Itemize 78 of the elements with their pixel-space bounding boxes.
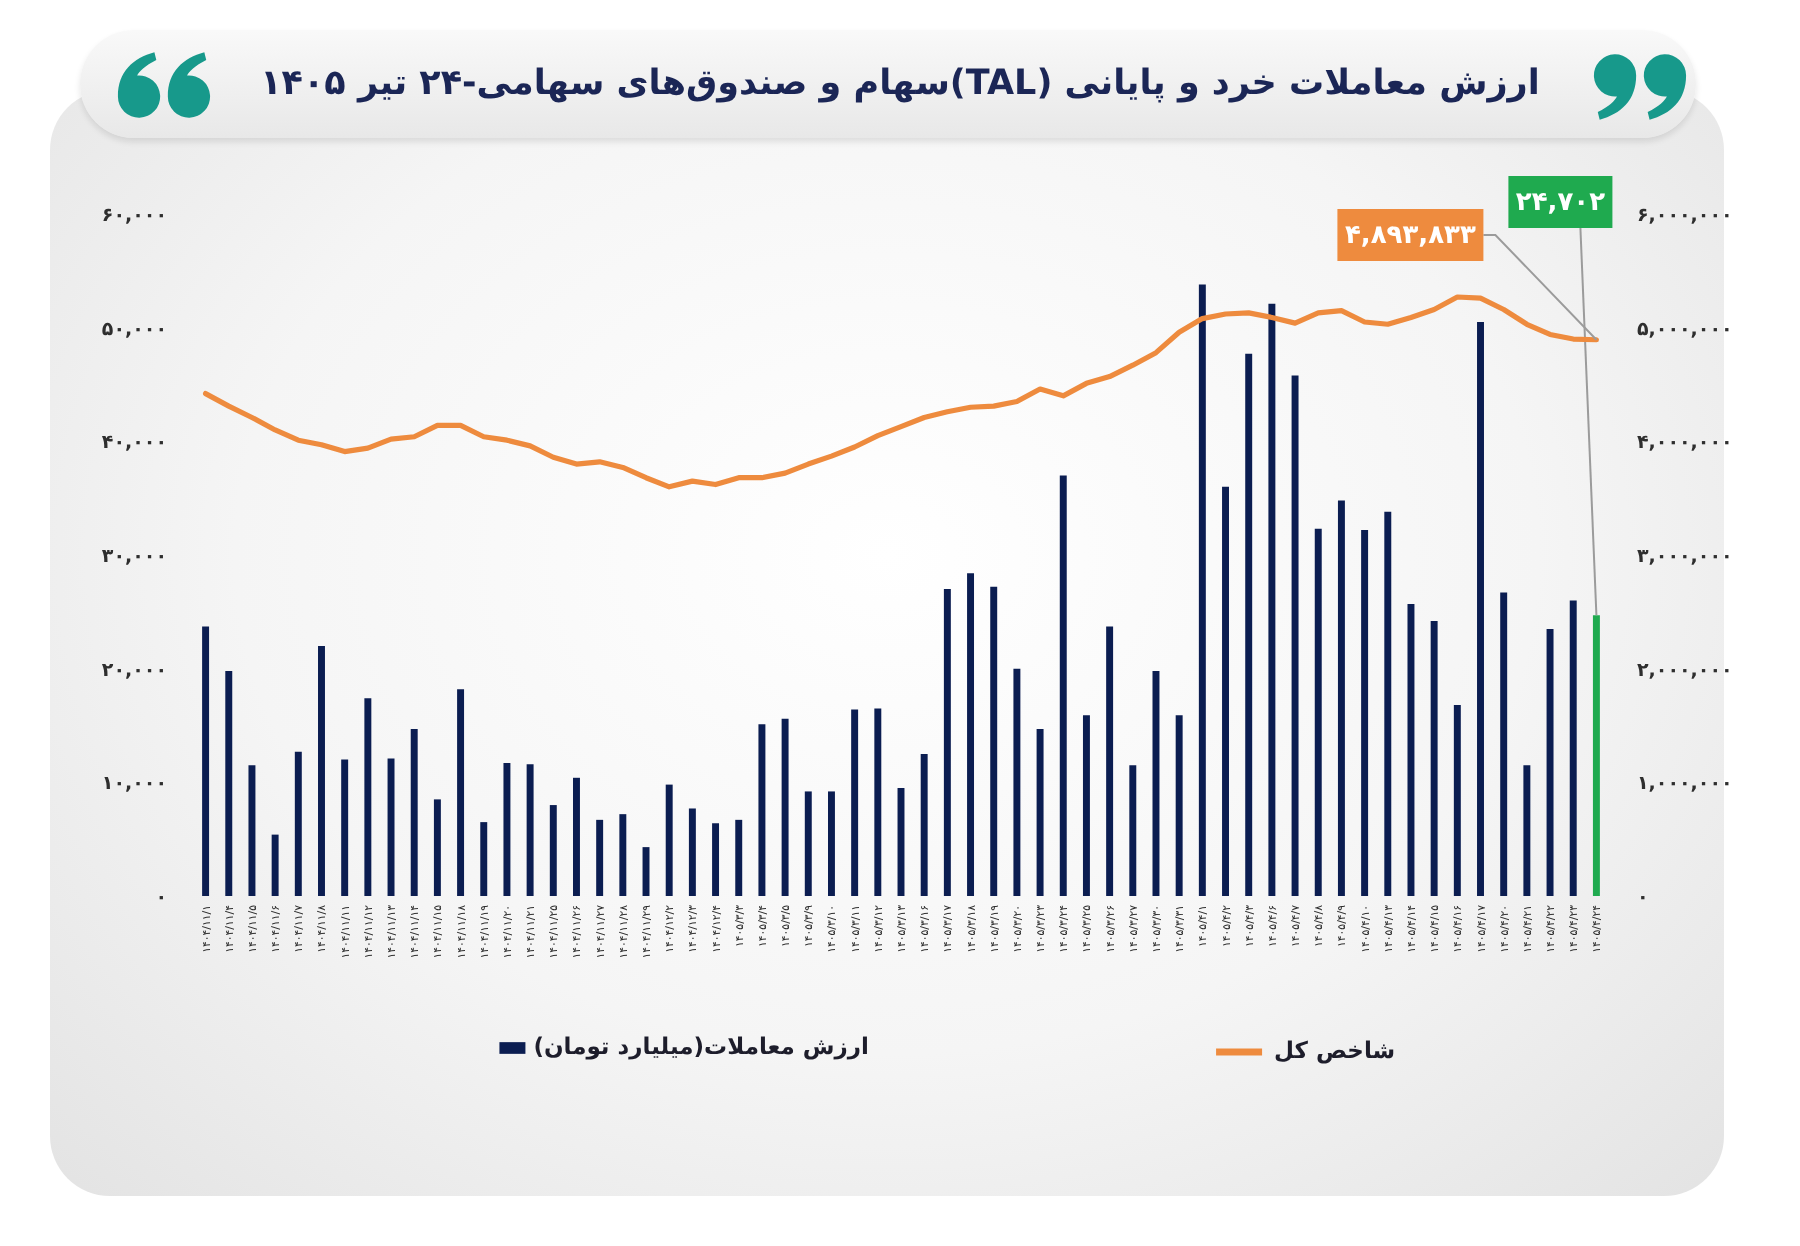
bar	[1453, 705, 1461, 896]
bar	[503, 763, 511, 896]
bar	[1361, 529, 1369, 896]
bar	[688, 808, 696, 896]
bar	[248, 765, 256, 896]
data-label: ۴,۸۹۳,۸۳۳	[1344, 221, 1476, 251]
bar	[318, 645, 325, 896]
bar	[967, 573, 975, 896]
y-tick-label: ۶۰,۰۰۰	[101, 205, 167, 227]
bar	[665, 784, 673, 896]
bar	[827, 791, 835, 896]
bar	[1129, 765, 1137, 896]
legend-label: ارزش معاملات(میلیارد تومان)	[533, 1032, 869, 1060]
bar	[433, 799, 441, 896]
bar	[781, 718, 789, 896]
bar	[1592, 615, 1600, 896]
y-tick-label: ۰	[155, 887, 167, 909]
bar	[480, 822, 488, 896]
bar	[1198, 284, 1206, 896]
bar	[573, 777, 580, 896]
bar	[1175, 715, 1183, 896]
bar	[943, 589, 951, 896]
y2-tick-label: ۶,۰۰۰,۰۰۰	[1637, 205, 1733, 227]
bar	[758, 724, 766, 896]
y-tick-label: ۳۰,۰۰۰	[101, 546, 167, 568]
y-tick-label: ۴۰,۰۰۰	[101, 432, 167, 455]
y2-tick-label: ۰	[1637, 887, 1649, 909]
bar	[1013, 668, 1021, 896]
bar	[851, 709, 859, 896]
y2-tick-label: ۲,۰۰۰,۰۰۰	[1637, 659, 1733, 682]
chart-title: ارزش معاملات خرد و پایانی (TAL)سهام و صندوق‌های سهامی-۲۴ تیر ۱۴۰۵	[258, 62, 1542, 108]
bar	[1222, 486, 1229, 896]
y2-tick-label: ۴,۰۰۰,۰۰۰	[1637, 432, 1733, 455]
bar	[1291, 375, 1299, 896]
y2-tick-label: ۳,۰۰۰,۰۰۰	[1637, 546, 1733, 568]
bar	[1430, 620, 1438, 896]
bar	[225, 670, 233, 896]
bar	[341, 759, 349, 896]
bar	[202, 626, 210, 896]
bar	[1407, 603, 1415, 896]
bar	[1059, 475, 1067, 896]
data-label: ۲۴,۷۰۲	[1515, 188, 1606, 218]
bar	[712, 823, 720, 896]
bar	[410, 728, 418, 896]
bar	[619, 814, 627, 896]
bar	[1569, 600, 1577, 896]
bar	[1314, 528, 1322, 896]
bar	[1268, 303, 1276, 896]
bar	[1477, 321, 1484, 896]
bar	[1245, 353, 1253, 896]
bar	[1337, 500, 1345, 896]
bar	[364, 698, 372, 896]
bar	[804, 791, 812, 896]
bar	[920, 753, 928, 896]
bar	[549, 805, 557, 896]
bar	[1082, 715, 1090, 896]
bar	[457, 689, 465, 896]
bar	[735, 819, 743, 896]
bar	[294, 751, 302, 896]
bar	[1384, 511, 1392, 896]
bar	[596, 819, 604, 896]
y-tick-label: ۱۰,۰۰۰	[101, 773, 167, 796]
line-series	[202, 294, 1600, 490]
bar	[1523, 765, 1531, 896]
y-tick-label: ۵۰,۰۰۰	[101, 318, 167, 341]
bar	[990, 586, 998, 896]
bar	[1500, 592, 1508, 896]
legend-label: شاخص کل	[1274, 1036, 1396, 1064]
bar	[1546, 628, 1554, 896]
bar	[1106, 626, 1114, 896]
bar	[526, 764, 534, 896]
bar	[874, 708, 882, 896]
y-tick-label: ۲۰,۰۰۰	[101, 659, 167, 682]
bar	[271, 834, 279, 896]
bar	[387, 758, 395, 896]
y2-tick-label: ۵,۰۰۰,۰۰۰	[1637, 318, 1733, 341]
y2-tick-label: ۱,۰۰۰,۰۰۰	[1637, 773, 1733, 796]
bar	[1036, 728, 1044, 896]
